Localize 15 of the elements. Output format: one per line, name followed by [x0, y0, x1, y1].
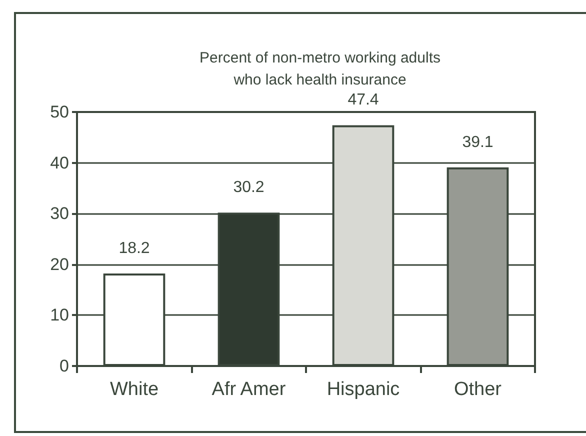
y-tick-label: 10: [50, 306, 69, 325]
data-label: 30.2: [233, 179, 264, 196]
data-label: 47.4: [348, 92, 379, 109]
x-tick-label: Afr Amer: [212, 379, 286, 400]
y-tick-label: 0: [60, 356, 69, 376]
x-tick-label: Other: [454, 379, 502, 400]
y-tick-label: 30: [50, 204, 69, 224]
chart-title: Percent of non-metro working adults who lack health insurance: [200, 50, 440, 88]
y-tick-label: 20: [50, 254, 69, 274]
data-label: 18.2: [118, 240, 150, 258]
data-label: 39.1: [462, 134, 494, 151]
y-tick-label: 50: [50, 102, 69, 122]
x-tick-label: Hispanic: [326, 379, 400, 400]
y-tick-label: 40: [50, 153, 69, 172]
x-tick-label: White: [110, 379, 159, 400]
